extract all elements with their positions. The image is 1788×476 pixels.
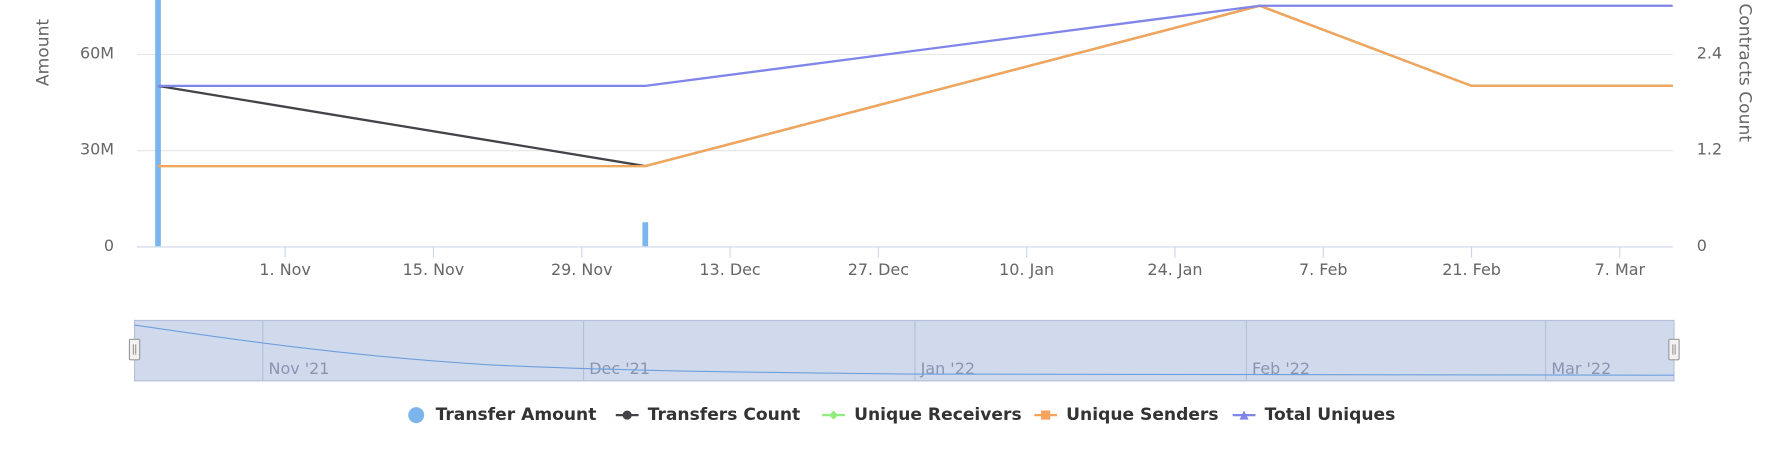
y2-axis-title: Token Contracts Count xyxy=(1735,0,1755,142)
x-tick-label: 13. Dec xyxy=(699,260,760,279)
legend-item[interactable]: Unique Receivers xyxy=(822,405,1022,425)
legend-item[interactable]: Unique Senders xyxy=(1034,405,1219,425)
legend-symbol xyxy=(622,410,632,420)
legend-symbol xyxy=(829,410,839,420)
navigator-handle-left[interactable] xyxy=(128,338,141,361)
y-tick-label: 30M xyxy=(80,140,114,159)
handle[interactable] xyxy=(128,338,141,361)
handle[interactable] xyxy=(1668,338,1680,361)
x-tick-label: 27. Dec xyxy=(848,260,909,279)
x-tick-label: 24. Jan xyxy=(1147,260,1202,279)
navigator-label: Dec '21 xyxy=(589,359,650,378)
legend: Transfer Amount Transfers Count Unique Rec… xyxy=(408,405,1395,425)
legend-symbol xyxy=(408,407,425,424)
legend-label: Total Uniques xyxy=(1265,405,1396,425)
y2-tick-label: 0 xyxy=(1697,236,1707,255)
legend-label: Transfer Amount xyxy=(436,405,597,425)
legend-item[interactable]: Transfer Amount xyxy=(408,405,596,425)
x-tick-label: 29. Nov xyxy=(551,260,613,279)
navigator-label: Feb '22 xyxy=(1252,359,1310,378)
navigator-handle-right[interactable] xyxy=(1668,338,1680,361)
x-tick-label: 7. Mar xyxy=(1595,260,1646,279)
legend-item[interactable]: Total Uniques xyxy=(1232,405,1396,425)
y2-tick-label: 1.2 xyxy=(1697,140,1722,159)
x-tick-label: 10. Jan xyxy=(999,260,1054,279)
legend-symbol xyxy=(1239,410,1249,420)
x-tick-label: 21. Feb xyxy=(1442,260,1501,279)
series-line xyxy=(158,4,1673,88)
y-tick-label: 0 xyxy=(104,236,114,255)
grid xyxy=(136,53,1673,152)
y-axis-title: Amount xyxy=(33,19,53,86)
x-tick-label: 1. Nov xyxy=(259,260,310,279)
y2-tick-label: 2.4 xyxy=(1697,43,1722,62)
legend-label: Unique Senders xyxy=(1066,405,1218,425)
navigator-series xyxy=(134,324,1674,376)
navigator-axis: Nov '21 Dec '21 Jan '22 Feb '22 Mar '22 xyxy=(262,320,1611,381)
x-tick-label: 7. Feb xyxy=(1299,260,1348,279)
navigator xyxy=(133,319,1675,382)
legend-item[interactable]: Transfers Count xyxy=(615,405,800,425)
plot-area xyxy=(155,0,1673,247)
navigator-label: Jan '22 xyxy=(920,359,975,378)
bar xyxy=(155,0,161,247)
legend-symbol xyxy=(1041,410,1051,420)
navigator-label: Nov '21 xyxy=(269,359,330,378)
legend-label: Transfers Count xyxy=(648,405,800,425)
navigator-label: Mar '22 xyxy=(1551,359,1611,378)
x-tick-label: 15. Nov xyxy=(403,260,465,279)
y-tick-label: 60M xyxy=(80,43,114,62)
bar xyxy=(642,222,649,247)
legend-label: Unique Receivers xyxy=(854,405,1022,425)
